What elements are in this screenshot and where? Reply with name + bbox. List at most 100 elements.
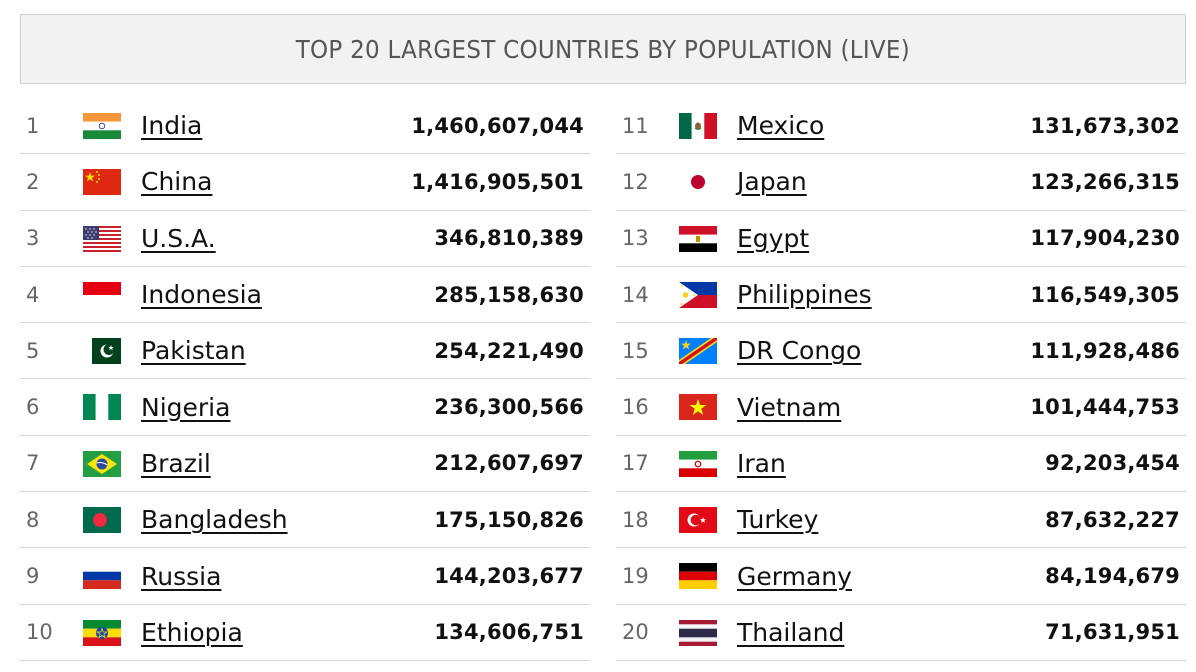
rank-number: 17 [622, 451, 649, 476]
rank-number: 8 [26, 507, 40, 532]
rank-number: 15 [622, 338, 649, 363]
thailand-flag-icon [679, 619, 717, 646]
india-flag-icon [83, 113, 121, 139]
country-row: 16 Vietnam 101,444,753 [616, 379, 1186, 436]
ranking-list-left: 1 India 1,460,607,044 2 China 1,416,905,501 3 U… [20, 98, 590, 661]
iran-flag-icon [679, 450, 717, 477]
usa-flag-icon [83, 225, 121, 252]
rank-number: 6 [26, 395, 40, 420]
country-link[interactable]: Pakistan [141, 336, 246, 366]
country-row: 4 Indonesia 285,158,630 [20, 267, 590, 324]
rank-number: 16 [622, 395, 649, 420]
rank-number: 10 [26, 620, 53, 645]
brazil-flag-icon [83, 450, 121, 477]
philippines-flag-icon [679, 281, 717, 308]
pakistan-flag-icon [83, 338, 121, 365]
country-link[interactable]: China [141, 167, 213, 197]
population-value: 92,203,454 [1045, 451, 1180, 476]
rank-number: 20 [622, 620, 649, 645]
population-value: 87,632,227 [1045, 507, 1180, 532]
country-row: 18 Turkey 87,632,227 [616, 492, 1186, 549]
country-link[interactable]: Egypt [737, 223, 810, 253]
country-link[interactable]: DR Congo [737, 336, 862, 366]
ranking-list-right: 11 Mexico 131,673,302 12 Japan 123,266,315 13 E… [616, 98, 1186, 661]
country-link[interactable]: U.S.A. [141, 223, 216, 253]
population-value: 1,416,905,501 [411, 169, 584, 194]
vietnam-flag-icon [679, 394, 717, 421]
population-value: 175,150,826 [434, 507, 584, 532]
population-value: 144,203,677 [434, 564, 584, 589]
population-value: 212,607,697 [434, 451, 584, 476]
population-value: 131,673,302 [1030, 113, 1180, 138]
rank-number: 14 [622, 282, 649, 307]
rank-number: 12 [622, 169, 649, 194]
country-row: 6 Nigeria 236,300,566 [20, 379, 590, 436]
country-link[interactable]: India [141, 111, 203, 141]
country-row: 12 Japan 123,266,315 [616, 154, 1186, 211]
country-link[interactable]: Nigeria [141, 392, 231, 422]
indonesia-flag-icon [83, 281, 121, 308]
country-row: 3 U.S.A. 346,810,389 [20, 211, 590, 267]
country-row: 20 Thailand 71,631,951 [616, 605, 1186, 661]
country-link[interactable]: Bangladesh [141, 505, 288, 535]
population-value: 84,194,679 [1045, 564, 1180, 589]
ethiopia-flag-icon [83, 619, 121, 646]
rank-number: 4 [26, 282, 40, 307]
country-row: 14 Philippines 116,549,305 [616, 267, 1186, 324]
egypt-flag-icon [679, 225, 717, 252]
country-row: 5 Pakistan 254,221,490 [20, 323, 590, 380]
country-row: 8 Bangladesh 175,150,826 [20, 492, 590, 549]
country-row: 11 Mexico 131,673,302 [616, 98, 1186, 155]
country-row: 17 Iran 92,203,454 [616, 436, 1186, 493]
china-flag-icon [83, 169, 121, 196]
population-value: 346,810,389 [434, 226, 584, 251]
population-value: 117,904,230 [1030, 226, 1180, 251]
country-link[interactable]: Ethiopia [141, 617, 243, 647]
population-value: 101,444,753 [1030, 395, 1180, 420]
country-link[interactable]: Brazil [141, 448, 211, 478]
title-bar: TOP 20 LARGEST COUNTRIES BY POPULATION (… [20, 14, 1186, 84]
rank-number: 18 [622, 507, 649, 532]
rank-number: 13 [622, 226, 649, 251]
population-value: 116,549,305 [1030, 282, 1180, 307]
dr-congo-flag-icon [679, 338, 717, 365]
country-row: 10 Ethiopia 134,606,751 [20, 605, 590, 661]
population-value: 134,606,751 [434, 620, 584, 645]
country-row: 19 Germany 84,194,679 [616, 548, 1186, 605]
country-row: 1 India 1,460,607,044 [20, 98, 590, 155]
population-value: 236,300,566 [434, 395, 584, 420]
country-link[interactable]: Vietnam [737, 392, 842, 422]
mexico-flag-icon [679, 113, 717, 139]
population-value: 71,631,951 [1045, 620, 1180, 645]
population-value: 123,266,315 [1030, 169, 1180, 194]
country-row: 2 China 1,416,905,501 [20, 154, 590, 211]
rank-number: 7 [26, 451, 40, 476]
country-link[interactable]: Philippines [737, 280, 872, 310]
country-link[interactable]: Japan [737, 167, 807, 197]
population-value: 285,158,630 [434, 282, 584, 307]
rank-number: 5 [26, 338, 40, 363]
population-value: 1,460,607,044 [411, 113, 584, 138]
country-row: 7 Brazil 212,607,697 [20, 436, 590, 493]
rank-number: 9 [26, 564, 40, 589]
country-link[interactable]: Indonesia [141, 280, 262, 310]
japan-flag-icon [679, 169, 717, 196]
page-title: TOP 20 LARGEST COUNTRIES BY POPULATION (… [295, 34, 911, 64]
turkey-flag-icon [679, 507, 717, 534]
country-row: 13 Egypt 117,904,230 [616, 211, 1186, 267]
country-link[interactable]: Russia [141, 561, 222, 591]
population-value: 254,221,490 [434, 338, 584, 363]
country-link[interactable]: Mexico [737, 111, 825, 141]
rank-number: 1 [26, 113, 40, 138]
country-link[interactable]: Iran [737, 448, 786, 478]
country-row: 9 Russia 144,203,677 [20, 548, 590, 605]
country-link[interactable]: Germany [737, 561, 852, 591]
rank-number: 19 [622, 564, 649, 589]
rank-number: 3 [26, 226, 40, 251]
country-row: 15 DR Congo 111,928,486 [616, 323, 1186, 380]
germany-flag-icon [679, 563, 717, 590]
country-link[interactable]: Thailand [737, 617, 845, 647]
russia-flag-icon [83, 563, 121, 590]
population-value: 111,928,486 [1030, 338, 1180, 363]
country-link[interactable]: Turkey [737, 505, 819, 535]
